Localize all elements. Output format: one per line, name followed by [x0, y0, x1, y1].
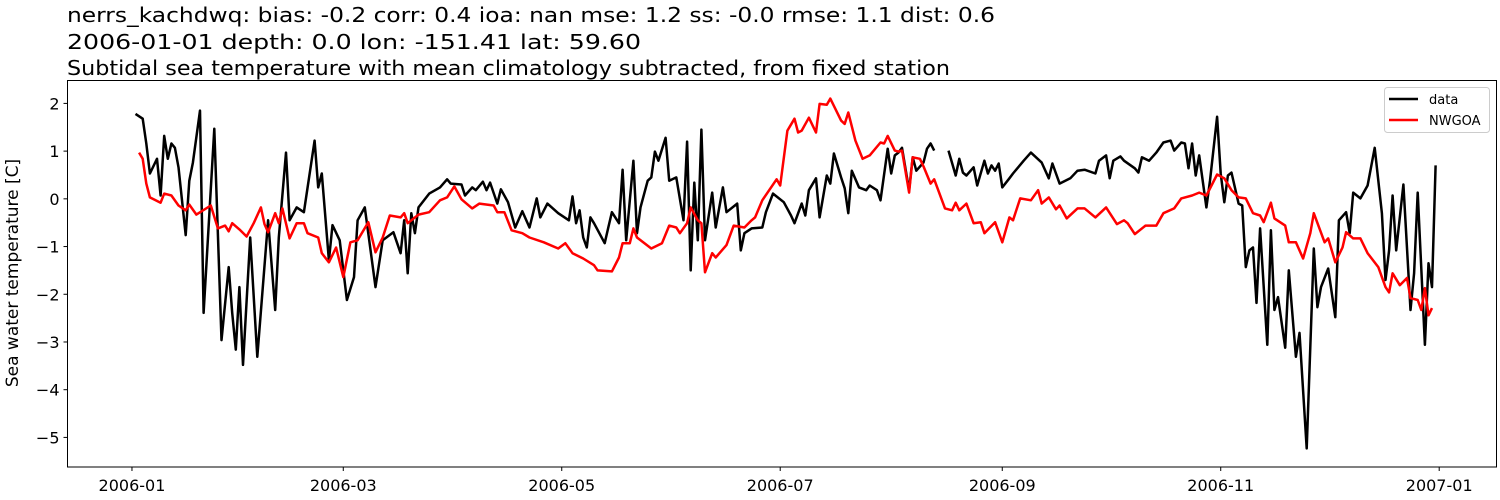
series-line-data: [134, 109, 1437, 450]
chart-title-line-1: nerrs_kachdwq: bias: -0.2 corr: 0.4 ioa:…: [67, 3, 995, 27]
x-tick-label: 2006-09: [969, 476, 1036, 495]
x-tick-label: 2006-07: [747, 476, 814, 495]
x-tick-label: 2007-01: [1406, 476, 1473, 495]
y-tick-label: −5: [36, 428, 60, 447]
x-tick-label: 2006-05: [528, 476, 595, 495]
x-tick-label: 2006-01: [99, 476, 166, 495]
legend-label-data: data: [1429, 93, 1458, 108]
y-tick-label: −1: [36, 238, 60, 257]
legend: data NWGOA: [1384, 87, 1490, 133]
y-tick-label: −4: [36, 381, 60, 400]
y-tick-label: 2: [49, 94, 59, 113]
y-tick-label: 1: [49, 142, 59, 161]
plot-area-frame: [67, 80, 1497, 468]
chart-title-line-3: Subtidal sea temperature with mean clima…: [67, 56, 950, 80]
series-line-nwgoa: [138, 97, 1434, 317]
y-axis-label: Sea water temperature [C]: [3, 159, 23, 387]
y-axis-ticks: 2 1 0 −1 −2 −3 −4 −5: [36, 94, 68, 447]
y-tick-label: −2: [36, 285, 60, 304]
y-tick-label: −3: [36, 333, 60, 352]
legend-label-nwgoa: NWGOA: [1429, 114, 1481, 129]
x-tick-label: 2006-03: [310, 476, 377, 495]
chart-title-line-2: 2006-01-01 depth: 0.0 lon: -151.41 lat: …: [67, 30, 641, 54]
plot-lines: [134, 97, 1437, 450]
y-tick-label: 0: [49, 190, 59, 209]
x-tick-label: 2006-11: [1187, 476, 1254, 495]
x-axis-ticks: 2006-01 2006-03 2006-05 2006-07 2006-09 2006-…: [99, 467, 1473, 495]
